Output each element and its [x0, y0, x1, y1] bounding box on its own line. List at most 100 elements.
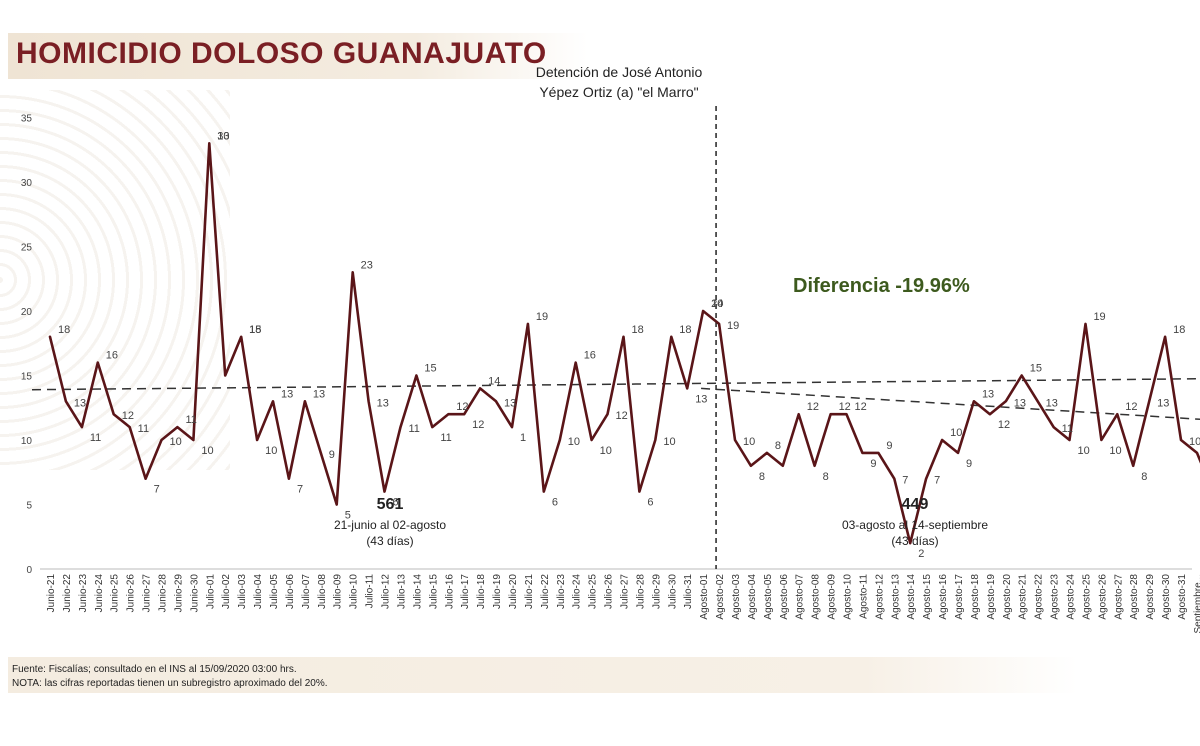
data-label: 12	[456, 401, 468, 413]
period1-summary: 561 21-junio al 02-agosto (43 días)	[300, 497, 480, 549]
x-tick-label: Junio-30	[189, 574, 200, 613]
x-tick-label: Julio-24	[572, 574, 583, 609]
x-tick-label: Junio-23	[78, 574, 89, 613]
data-label: 12	[855, 401, 867, 413]
data-label: 9	[886, 440, 892, 452]
data-label: 16	[106, 350, 118, 362]
data-label: 7	[934, 475, 940, 487]
footer-source: Fuente: Fiscalías; consultado en el INS …	[12, 664, 297, 675]
x-tick-label: Junio-28	[158, 574, 169, 613]
data-label: 10	[1189, 436, 1200, 448]
x-tick-label: Julio-01	[205, 574, 216, 609]
data-label: 8	[775, 440, 781, 452]
x-tick-label: Agosto-25	[1081, 574, 1092, 620]
x-tick-label: Agosto-29	[1145, 574, 1156, 620]
x-tick-label: Julio-12	[381, 574, 392, 609]
data-label: 7	[154, 484, 160, 496]
data-label: 1	[520, 432, 526, 444]
data-label: 15	[424, 363, 436, 375]
data-label: 13	[982, 388, 994, 400]
data-label: 13	[377, 397, 389, 409]
data-label: 10	[568, 436, 580, 448]
x-tick-label: Agosto-03	[731, 574, 742, 620]
x-tick-label: Agosto-15	[922, 574, 933, 620]
background-pattern	[0, 90, 230, 470]
period2-total: 449	[901, 496, 929, 513]
x-tick-label: Julio-13	[396, 574, 407, 609]
data-label: 13	[1046, 397, 1058, 409]
data-label: 10	[1109, 445, 1121, 457]
x-tick-label: Agosto-16	[938, 574, 949, 620]
x-tick-label: Agosto-04	[747, 574, 758, 620]
y-tick-label: 30	[21, 178, 33, 189]
x-tick-label: Agosto-11	[858, 574, 869, 619]
y-tick-label: 25	[21, 243, 33, 254]
data-label: 11	[90, 432, 101, 444]
data-label: 7	[902, 475, 908, 487]
x-tick-label: Julio-04	[253, 574, 264, 609]
data-label: 12	[616, 410, 628, 422]
period1-days: (43 días)	[366, 534, 414, 548]
series-line	[48, 142, 1200, 545]
data-label: 11	[1062, 423, 1073, 435]
data-label: 10	[950, 427, 962, 439]
x-tick-label: Julio-14	[412, 574, 423, 609]
period2-summary: 449 03-agosto al 14-septiembre (43 días)	[815, 497, 1015, 549]
data-label: 13	[281, 388, 293, 400]
data-label: 6	[552, 497, 558, 509]
x-tick-label: Julio-21	[524, 574, 535, 609]
event-annotation: Detención de José Antonio Yépez Ortiz (a…	[506, 62, 732, 102]
footer-band	[8, 657, 1078, 693]
x-tick-label: Julio-22	[540, 574, 551, 609]
data-label: 9	[966, 458, 972, 470]
x-tick-label: Julio-09	[333, 574, 344, 609]
data-label: 15	[1030, 363, 1042, 375]
data-label: 8	[823, 471, 829, 483]
data-label: 19	[1093, 311, 1105, 323]
event-line-1: Detención de José Antonio	[535, 64, 703, 80]
x-tick-label: Julio-05	[269, 574, 280, 609]
x-tick-label: Julio-23	[556, 574, 567, 609]
x-tick-label: Agosto-27	[1113, 574, 1124, 620]
x-tick-label: Julio-11	[365, 574, 376, 609]
period2-days: (43 días)	[891, 534, 939, 548]
x-tick-label: Agosto-30	[1161, 574, 1172, 620]
x-tick-label: Agosto-26	[1097, 574, 1108, 620]
data-label: 33	[217, 130, 229, 142]
data-label: 13	[695, 393, 707, 405]
data-label: 20	[711, 298, 723, 310]
data-label: 10	[743, 436, 755, 448]
y-tick-label: 20	[21, 307, 33, 318]
data-label: 16	[584, 350, 596, 362]
period2-range: 03-agosto al 14-septiembre	[841, 518, 989, 532]
x-tick-label: Julio-18	[476, 574, 487, 609]
event-line-2: Yépez Ortiz (a) "el Marro"	[539, 84, 699, 100]
data-label: 5	[345, 510, 351, 522]
x-tick-label: Septiembre...	[1193, 574, 1200, 633]
data-label: 10	[217, 130, 229, 142]
y-tick-label: 10	[21, 436, 33, 447]
data-label: 10	[201, 445, 213, 457]
y-tick-label: 0	[26, 565, 32, 576]
data-label: 10	[170, 436, 182, 448]
x-tick-label: Agosto-06	[779, 574, 790, 620]
x-tick-label: Julio-27	[619, 574, 630, 609]
x-tick-label: Agosto-18	[970, 574, 981, 620]
data-label: 23	[361, 259, 373, 271]
data-label: 11	[408, 423, 419, 435]
x-tick-label: Agosto-28	[1129, 574, 1140, 620]
data-label: 14	[488, 375, 500, 387]
page-title: HOMICIDIO DOLOSO GUANAJUATO	[16, 37, 547, 70]
x-tick-label: Julio-19	[492, 574, 503, 609]
x-tick-label: Agosto-23	[1050, 574, 1061, 620]
y-tick-label: 35	[21, 114, 33, 125]
data-label: 12	[472, 419, 484, 431]
x-tick-label: Junio-22	[62, 574, 73, 613]
x-tick-label: Agosto-20	[1002, 574, 1013, 620]
y-tick-label: 5	[26, 501, 32, 512]
data-label: 18	[249, 324, 261, 336]
data-label: 13	[504, 397, 516, 409]
x-tick-label: Agosto-21	[1018, 574, 1029, 620]
data-label: 12	[839, 401, 851, 413]
x-tick-label: Julio-30	[667, 574, 678, 609]
